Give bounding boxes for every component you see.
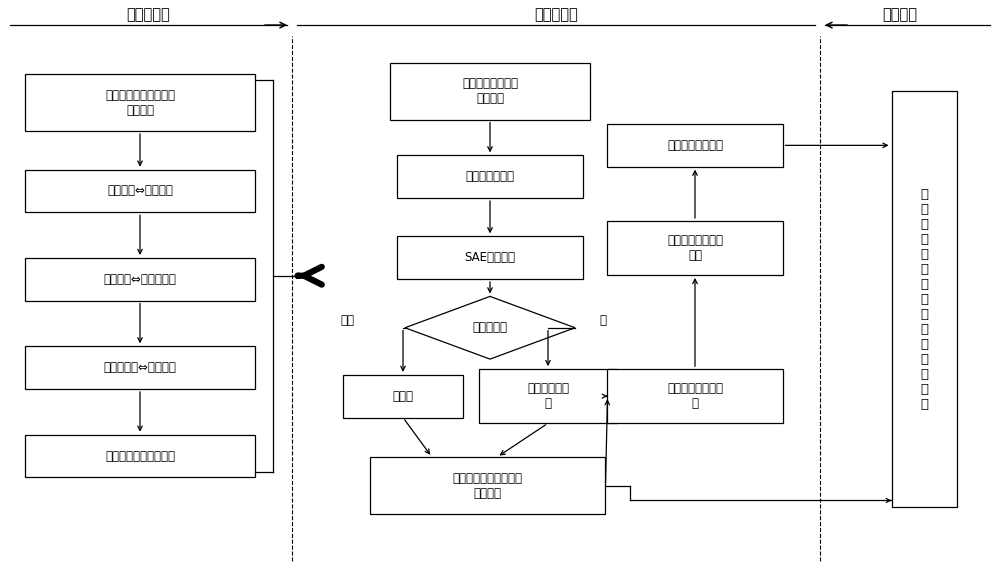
Bar <box>390 63 590 120</box>
Bar <box>607 124 782 166</box>
Bar <box>397 156 582 198</box>
Bar <box>607 369 782 423</box>
Polygon shape <box>405 296 575 359</box>
Text: 风矢对应的灰度数
据: 风矢对应的灰度数 据 <box>667 382 723 410</box>
Text: 对比三个连续时段
卫星云图: 对比三个连续时段 卫星云图 <box>462 77 518 105</box>
Text: 画出地球表面卫星云图: 画出地球表面卫星云图 <box>105 450 175 462</box>
Bar <box>343 375 463 417</box>
Bar <box>892 91 957 507</box>
Bar <box>25 434 255 478</box>
Bar <box>25 170 255 212</box>
Text: 实时性要求: 实时性要求 <box>473 321 508 334</box>
Text: 预测天气: 预测天气 <box>883 7 918 22</box>
Text: 观
测
大
气
环
流
以
及
中
长
期
天
气
预
测: 观 测 大 气 环 流 以 及 中 长 期 天 气 预 测 <box>920 188 928 411</box>
Bar <box>479 369 617 423</box>
Bar <box>25 74 255 131</box>
Bar <box>607 221 782 275</box>
Text: 高: 高 <box>600 314 606 327</box>
Text: 自适应十字搜
索: 自适应十字搜 索 <box>527 382 569 410</box>
Bar <box>370 457 604 514</box>
Text: 灰度数据⇔经纬度数据: 灰度数据⇔经纬度数据 <box>104 273 176 286</box>
Bar <box>25 258 255 300</box>
Bar <box>25 346 255 389</box>
Text: 全搜索: 全搜索 <box>392 390 414 402</box>
Text: 经纬度数据⇔图像坐标: 经纬度数据⇔图像坐标 <box>104 361 176 374</box>
Text: SAE匹配准则: SAE匹配准则 <box>464 251 516 264</box>
Text: 数据预处理: 数据预处理 <box>126 7 170 22</box>
Text: 风矢对应的温度度
数据: 风矢对应的温度度 数据 <box>667 234 723 262</box>
Text: 确定风矢场经纬度　大
小和方向: 确定风矢场经纬度 大 小和方向 <box>452 471 522 500</box>
Text: 不高: 不高 <box>340 314 354 327</box>
Text: 风矢场度量: 风矢场度量 <box>534 7 578 22</box>
Bar <box>397 236 582 279</box>
Text: 温度数据⇔灰度数据: 温度数据⇔灰度数据 <box>107 185 173 197</box>
Text: 块匹配运动估计: 块匹配运动估计 <box>466 170 514 183</box>
Text: 地球同步卫星红外探测
地球温度: 地球同步卫星红外探测 地球温度 <box>105 88 175 117</box>
Text: 风矢所在的等压面: 风矢所在的等压面 <box>667 139 723 152</box>
